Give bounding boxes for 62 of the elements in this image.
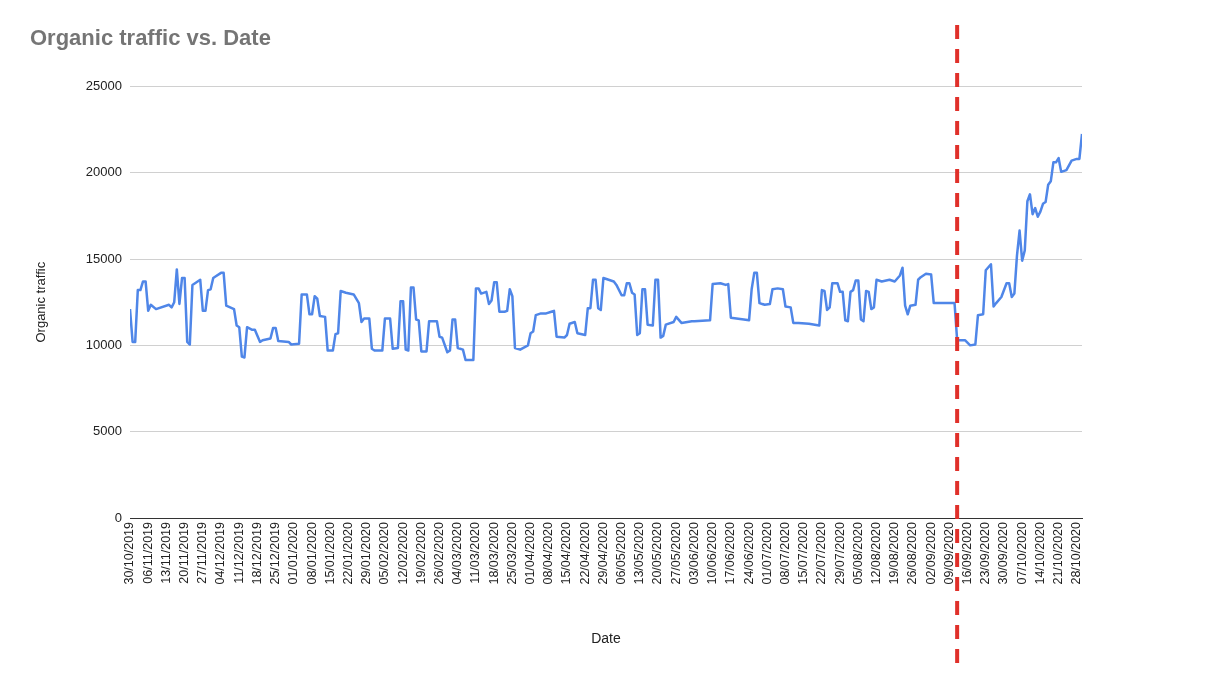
x-tick-label: 25/12/2019	[268, 521, 283, 585]
x-tick-label: 12/08/2020	[868, 521, 883, 585]
x-tick-label: 23/09/2020	[978, 521, 993, 585]
y-tick-label: 25000	[85, 77, 122, 93]
x-tick-label: 09/09/2020	[941, 521, 956, 585]
y-tick-label: 15000	[85, 250, 122, 266]
x-tick-label: 21/10/2020	[1051, 521, 1066, 585]
x-tick-label: 13/11/2019	[158, 521, 173, 584]
x-tick-label: 11/12/2019	[231, 521, 246, 584]
x-tick-label: 26/08/2020	[905, 521, 920, 585]
x-tick-label: 04/03/2020	[450, 521, 465, 585]
x-tick-label: 30/10/2019	[122, 521, 137, 585]
x-tick-label: 03/06/2020	[686, 521, 701, 585]
x-tick-label: 22/01/2020	[340, 521, 355, 585]
x-tick-label: 27/11/2019	[195, 521, 210, 584]
x-tick-label: 19/02/2020	[413, 521, 428, 585]
x-tick-label: 02/09/2020	[923, 521, 938, 585]
x-tick-label: 29/07/2020	[832, 521, 847, 585]
x-tick-label: 25/03/2020	[504, 521, 519, 585]
x-tick-label: 08/04/2020	[541, 521, 556, 585]
x-tick-label: 26/02/2020	[431, 521, 446, 585]
x-tick-label: 27/05/2020	[668, 521, 683, 585]
y-tick-label: 10000	[85, 336, 122, 352]
y-tick-label: 5000	[93, 423, 122, 439]
y-axis-title: Organic traffic	[33, 261, 49, 343]
x-tick-label: 01/07/2020	[759, 521, 774, 585]
x-tick-label: 14/10/2020	[1032, 521, 1047, 585]
x-tick-label: 30/09/2020	[996, 521, 1011, 585]
y-tick-label: 0	[114, 509, 122, 525]
x-tick-label: 04/12/2019	[213, 521, 228, 585]
x-tick-label: 24/06/2020	[741, 521, 756, 585]
x-tick-label: 17/06/2020	[723, 521, 738, 585]
y-tick-label: 20000	[85, 164, 122, 180]
x-tick-label: 28/10/2020	[1069, 521, 1084, 585]
x-tick-label: 18/03/2020	[486, 521, 501, 585]
x-tick-label: 12/02/2020	[395, 521, 410, 585]
x-tick-label: 20/05/2020	[650, 521, 665, 585]
x-tick-label: 08/01/2020	[304, 521, 319, 585]
x-tick-label: 20/11/2019	[177, 521, 192, 584]
x-tick-label: 29/01/2020	[359, 521, 374, 585]
x-tick-label: 01/01/2020	[286, 521, 301, 585]
x-tick-label: 07/10/2020	[1014, 521, 1029, 585]
x-tick-label: 10/06/2020	[705, 521, 720, 585]
chart-title: Organic traffic vs. Date	[30, 25, 271, 51]
x-tick-label: 29/04/2020	[595, 521, 610, 585]
x-tick-label: 22/04/2020	[577, 521, 592, 585]
x-tick-label: 15/01/2020	[322, 521, 337, 585]
x-axis-title: Date	[591, 630, 621, 647]
x-tick-label: 18/12/2019	[249, 521, 264, 585]
x-tick-label: 08/07/2020	[777, 521, 792, 585]
x-tick-label: 05/08/2020	[850, 521, 865, 585]
x-tick-label: 19/08/2020	[887, 521, 902, 585]
x-tick-label: 05/02/2020	[377, 521, 392, 585]
x-tick-label: 15/07/2020	[796, 521, 811, 585]
x-tick-label: 06/11/2019	[140, 521, 155, 584]
x-tick-label: 01/04/2020	[523, 521, 538, 585]
x-tick-label: 13/05/2020	[632, 521, 647, 585]
x-tick-label: 06/05/2020	[614, 521, 629, 585]
x-tick-label: 16/09/2020	[960, 521, 975, 585]
x-tick-label: 11/03/2020	[468, 521, 483, 584]
x-tick-label: 22/07/2020	[814, 521, 829, 585]
x-tick-label: 15/04/2020	[559, 521, 574, 585]
